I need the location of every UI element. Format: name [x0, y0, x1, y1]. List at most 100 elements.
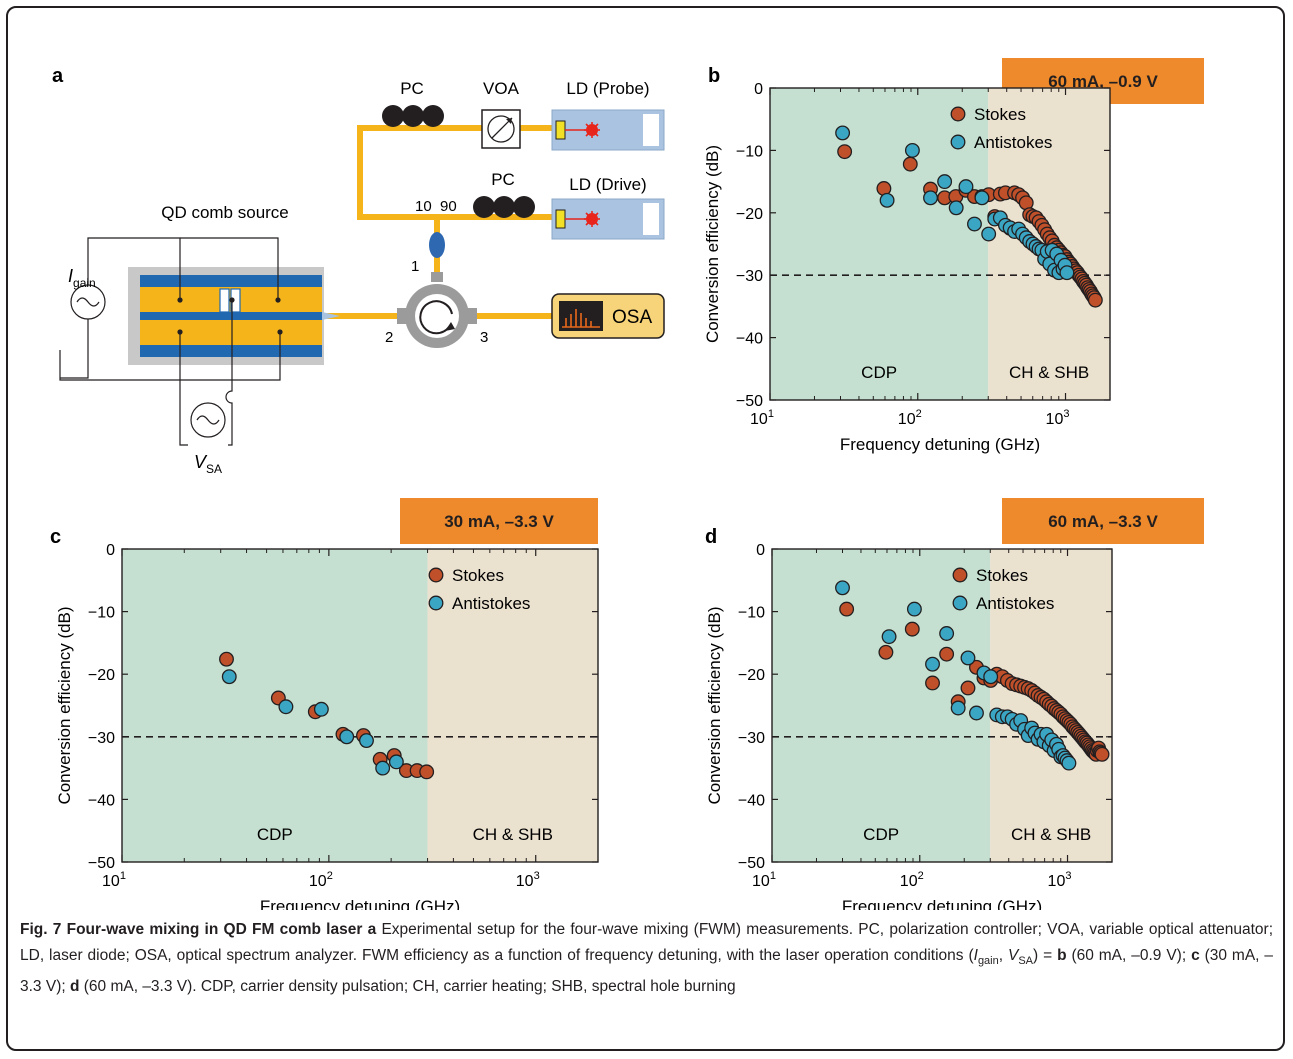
data-point-stokes: [1094, 746, 1110, 762]
legend-marker-antistokes: [428, 595, 444, 611]
x-tick-label: 102: [900, 870, 924, 890]
data-point-antistokes: [906, 601, 922, 617]
plot-frame: [771, 548, 1113, 863]
data-point-antistokes: [958, 179, 974, 195]
data-point-antistokes: [278, 699, 294, 715]
plot-frame: [769, 87, 1111, 401]
port-3-label: 3: [480, 329, 488, 346]
pc-mid-label: PC: [491, 170, 515, 189]
y-tick-label: −50: [738, 855, 765, 872]
data-point-antistokes: [359, 733, 374, 749]
data-point-stokes: [837, 144, 853, 160]
x-tick-label: 103: [1048, 870, 1072, 890]
data-point-antistokes: [881, 629, 897, 645]
panel-letter-c: c: [50, 526, 61, 548]
x-tick-label: 102: [898, 408, 922, 428]
data-point-antistokes: [939, 626, 955, 641]
y-tick-label: −50: [736, 393, 763, 410]
data-point-stokes: [939, 646, 955, 662]
caption-title: Fig. 7 Four-wave mixing in QD FM comb la…: [20, 921, 363, 938]
region-ch-shb: [427, 549, 598, 862]
y-tick-label: −30: [88, 730, 115, 747]
voltage-source-icon: [190, 402, 226, 438]
x-axis-label: Frequency detuning (GHz): [840, 435, 1040, 454]
data-point-antistokes: [375, 760, 391, 776]
data-point-antistokes: [950, 700, 966, 716]
x-tick-label: 102: [309, 870, 333, 890]
legend-label-antistokes: Antistokes: [974, 133, 1052, 152]
condition-badge: [400, 498, 598, 544]
y-tick-label: 0: [754, 81, 763, 98]
v-sa-label: VSA: [194, 452, 222, 476]
y-tick-label: −50: [88, 855, 115, 872]
port-1-label: 1: [411, 258, 419, 275]
legend-label-stokes: Stokes: [452, 566, 504, 585]
y-tick-label: 0: [106, 542, 115, 559]
condition-badge-label: 60 mA, –0.9 V: [1048, 72, 1158, 91]
y-tick-label: −10: [736, 143, 763, 160]
y-axis-label: Conversion efficiency (dB): [55, 606, 74, 804]
ld-probe-label: LD (Probe): [566, 79, 649, 98]
panel-letter-b: b: [708, 65, 720, 87]
port-2-label: 2: [385, 329, 393, 346]
data-point-antistokes: [339, 729, 355, 745]
fiber-coupler-icon: [429, 232, 445, 258]
caption-text: Experimental setup for the four-wave mix…: [20, 921, 1274, 964]
data-point-stokes: [419, 764, 435, 780]
legend-marker-stokes: [952, 567, 968, 583]
data-point-antistokes: [981, 226, 997, 242]
series-antistokes: [835, 580, 1077, 771]
legend-label-stokes: Stokes: [974, 105, 1026, 124]
osa-label: OSA: [612, 307, 652, 328]
splitter-10-label: 10: [415, 198, 432, 215]
data-point-antistokes: [925, 656, 940, 672]
data-point-antistokes: [388, 754, 404, 770]
region-label-cdp: CDP: [863, 825, 899, 844]
y-tick-label: −40: [88, 792, 115, 809]
y-tick-label: −30: [736, 268, 763, 285]
figure-caption: Fig. 7 Four-wave mixing in QD FM comb la…: [20, 921, 1274, 996]
y-tick-label: −20: [88, 667, 115, 684]
y-tick-label: −10: [738, 605, 765, 622]
data-point-antistokes: [1061, 755, 1077, 771]
ld-drive-icon: [551, 198, 665, 240]
data-point-antistokes: [969, 705, 984, 721]
pc-top-label: PC: [400, 79, 424, 98]
x-tick-label: 101: [102, 870, 126, 890]
data-point-stokes: [878, 644, 894, 660]
data-point-antistokes: [904, 142, 920, 158]
region-label-ch-shb: CH & SHB: [1011, 825, 1091, 844]
data-point-stokes: [839, 601, 855, 617]
region-label-cdp: CDP: [861, 363, 897, 382]
legend-marker-antistokes: [952, 595, 968, 611]
y-tick-label: −40: [736, 331, 763, 348]
y-tick-label: −40: [738, 792, 765, 809]
series-stokes: [839, 601, 1110, 762]
region-label-ch-shb: CH & SHB: [473, 825, 553, 844]
x-tick-label: 103: [516, 870, 540, 890]
x-axis-label: Frequency detuning (GHz): [260, 897, 460, 910]
ld-drive-label: LD (Drive): [569, 175, 646, 194]
x-tick-label: 101: [750, 408, 774, 428]
figure-frame: [6, 6, 1285, 1051]
data-point-antistokes: [221, 669, 237, 685]
y-axis-label: Conversion efficiency (dB): [705, 606, 724, 804]
series-antistokes: [221, 669, 404, 776]
caption-v-sa: VSA: [1007, 947, 1033, 968]
data-point-stokes: [925, 675, 940, 691]
y-tick-label: 0: [756, 542, 765, 559]
electrical-wiring: [59, 237, 281, 446]
voa-label: VOA: [483, 79, 520, 98]
y-tick-label: −20: [738, 667, 765, 684]
data-point-antistokes: [835, 580, 850, 596]
data-point-antistokes: [923, 190, 938, 206]
i-gain-label: Igain: [68, 266, 96, 290]
caption-title-letter: a: [367, 921, 377, 938]
y-tick-label: −30: [738, 730, 765, 747]
x-axis-label: Frequency detuning (GHz): [842, 897, 1042, 910]
data-point-antistokes: [983, 669, 999, 685]
legend-marker-stokes: [428, 567, 444, 583]
series-antistokes: [835, 125, 1075, 281]
